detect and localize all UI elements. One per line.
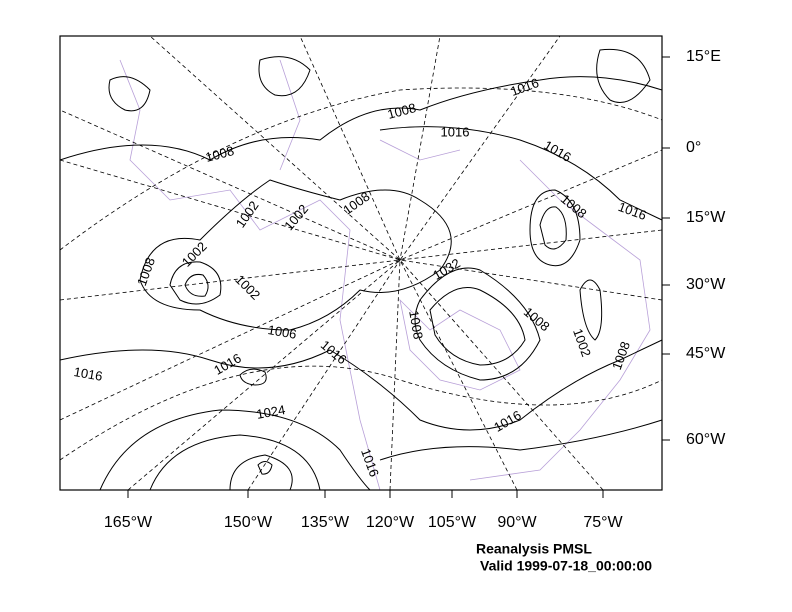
grid-line <box>299 35 401 491</box>
lon-label: 75°W <box>583 514 623 531</box>
lat-label: 15°E <box>686 48 721 65</box>
grid-line <box>149 35 518 491</box>
graticule <box>59 35 663 491</box>
contour-label: 1008 <box>386 100 418 122</box>
grid-line <box>247 35 441 491</box>
lat-label: 45°W <box>686 345 726 362</box>
contour <box>184 274 209 297</box>
contour <box>139 179 452 331</box>
contour-label: 1008 <box>204 143 236 165</box>
contour <box>59 339 663 431</box>
contour-label: 1024 <box>255 402 286 422</box>
lon-label: 120°W <box>366 514 415 531</box>
grid-line <box>59 229 663 301</box>
contour <box>169 261 222 305</box>
lon-label: 150°W <box>224 514 273 531</box>
coast <box>279 59 461 171</box>
contour <box>149 434 321 491</box>
contour <box>596 48 651 103</box>
contours <box>59 48 663 491</box>
grid-line <box>59 87 663 251</box>
lat-label: 0° <box>686 139 701 156</box>
lat-axis: 15°E 0° 15°W 30°W 45°W 60°W <box>662 48 726 448</box>
contour <box>379 419 663 461</box>
contour <box>258 56 311 97</box>
lat-label: 60°W <box>686 431 726 448</box>
lat-label: 30°W <box>686 276 726 293</box>
contour <box>429 287 526 366</box>
lon-label: 135°W <box>301 514 350 531</box>
lon-axis: 165°W 150°W 135°W 120°W 105°W 90°W 75°W <box>104 490 624 531</box>
grid-line <box>59 109 604 491</box>
lon-label: 165°W <box>104 514 153 531</box>
contour <box>99 409 371 491</box>
lat-label: 15°W <box>686 209 726 226</box>
coast <box>399 298 521 391</box>
contour <box>539 206 567 250</box>
contour <box>257 461 273 475</box>
coastlines <box>119 59 651 491</box>
contour-label: 1006 <box>267 322 298 342</box>
contour <box>229 454 293 491</box>
contour <box>59 76 663 161</box>
contour <box>529 189 581 267</box>
contour <box>379 126 663 221</box>
contour-label: 1016 <box>441 124 470 139</box>
contour <box>239 368 267 386</box>
contour-label: 1016 <box>73 364 104 384</box>
contour <box>108 76 151 112</box>
caption-valid: Valid 1999-07-18_00:00:00 <box>480 558 652 574</box>
contour-label: 1008 <box>406 309 426 340</box>
grid-line <box>127 35 561 491</box>
map-frame <box>59 35 663 491</box>
contour <box>414 267 541 381</box>
lon-label: 90°W <box>497 514 537 531</box>
lon-label: 105°W <box>428 514 477 531</box>
contour <box>579 279 603 341</box>
coast <box>469 159 651 481</box>
caption-title: Reanalysis PMSL <box>476 541 592 557</box>
coast <box>119 59 381 491</box>
